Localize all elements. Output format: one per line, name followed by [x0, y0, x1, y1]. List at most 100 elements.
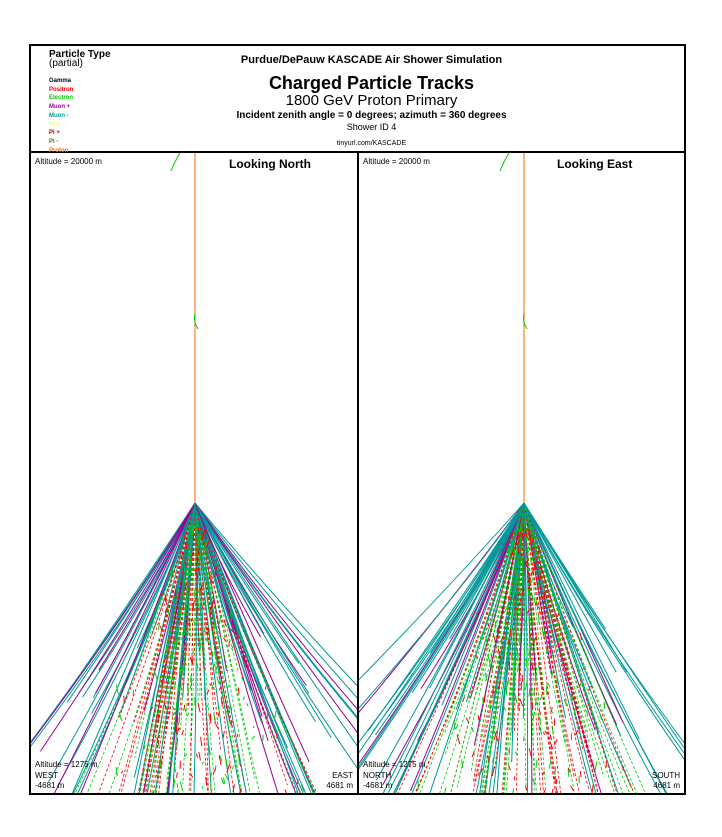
secondary-fragment — [273, 710, 277, 721]
secondary-fragment — [465, 717, 469, 723]
secondary-fragment — [223, 692, 226, 697]
secondary-fragment — [550, 743, 554, 750]
secondary-fragment — [497, 659, 501, 668]
secondary-fragment — [231, 644, 235, 650]
secondary-fragment — [181, 560, 186, 566]
secondary-fragment — [246, 703, 249, 707]
positrontrack — [501, 502, 525, 793]
secondary-fragment — [193, 586, 197, 595]
positrontrack — [523, 502, 558, 793]
secondary-fragment — [190, 551, 194, 558]
secondary-fragment — [554, 739, 558, 746]
secondary-fragment — [208, 714, 212, 720]
secondary-fragment — [215, 723, 220, 730]
secondary-fragment — [527, 570, 531, 581]
positrontrack — [523, 502, 544, 793]
muon-track — [411, 502, 525, 693]
secondary-fragment — [178, 715, 181, 723]
secondary-fragment — [175, 724, 178, 734]
secondary-fragment — [545, 683, 548, 692]
secondary-fragment — [456, 734, 461, 745]
left-direction-label: NORTH — [363, 771, 392, 780]
secondary-fragment — [495, 735, 499, 742]
positrontrack — [169, 502, 196, 752]
secondary-fragment — [186, 624, 189, 628]
secondary-fragment — [556, 678, 559, 686]
secondary-fragment — [480, 768, 484, 773]
secondary-fragment — [208, 745, 211, 755]
secondary-fragment — [521, 545, 524, 549]
secondary-fragment — [178, 684, 182, 692]
muon-track — [194, 502, 357, 710]
secondary-fragment — [551, 660, 554, 664]
secondary-fragment — [223, 777, 226, 784]
positrontrack — [194, 502, 229, 642]
secondary-fragment — [558, 603, 561, 611]
secondary-fragment — [500, 606, 505, 613]
secondary-fragment — [582, 665, 586, 671]
secondary-fragment — [525, 658, 528, 668]
secondary-fragment — [182, 662, 186, 670]
secondary-fragment — [184, 708, 187, 712]
secondary-fragment — [513, 594, 517, 600]
secondary-fragment — [530, 570, 533, 577]
secondary-fragment — [516, 567, 519, 571]
muon-track — [382, 502, 525, 786]
positrontrack — [523, 502, 575, 778]
muon-track — [194, 502, 357, 733]
secondary-fragment — [528, 650, 531, 661]
secondary-fragment — [207, 586, 211, 591]
secondary-fragment — [224, 773, 229, 780]
secondary-fragment — [508, 645, 512, 650]
legend-title-text: Particle Type — [49, 49, 111, 60]
secondary-fragment — [225, 758, 228, 768]
secondary-fragment — [543, 592, 546, 602]
secondary-fragment — [189, 673, 192, 683]
secondary-fragment — [226, 763, 231, 773]
secondary-fragment — [202, 528, 206, 536]
secondary-fragment — [509, 587, 513, 593]
secondary-fragment — [198, 666, 201, 672]
secondary-fragment — [172, 595, 176, 602]
secondary-fragment — [181, 729, 185, 736]
secondary-fragment — [115, 767, 118, 777]
secondary-fragment — [537, 605, 540, 609]
secondary-fragment — [551, 654, 555, 658]
secondary-fragment — [173, 659, 177, 663]
legend-item: Pi 0 — [49, 121, 60, 128]
positrontrack — [117, 502, 196, 720]
secondary-fragment — [508, 660, 511, 671]
secondary-fragment — [489, 699, 491, 710]
secondary-fragment — [524, 560, 527, 567]
secondary-fragment — [531, 617, 535, 627]
secondary-fragment — [171, 652, 173, 660]
secondary-fragment — [521, 605, 526, 613]
secondary-fragment — [147, 765, 150, 769]
secondary-fragment — [200, 535, 205, 539]
header: Particle Type (partial) Gamma Positron Ele… — [31, 46, 684, 154]
secondary-fragment — [195, 753, 199, 758]
secondary-fragment — [528, 531, 532, 539]
muon-track — [523, 502, 640, 740]
secondary-fragment — [149, 706, 154, 711]
secondary-fragment — [543, 630, 546, 639]
secondary-fragment — [546, 605, 550, 609]
muon-track — [523, 502, 537, 678]
secondary-fragment — [492, 686, 494, 696]
secondary-fragment — [211, 651, 214, 657]
secondary-fragment — [579, 770, 582, 778]
secondary-fragment — [517, 591, 521, 596]
shower-id: Shower ID 4 — [346, 122, 397, 132]
secondary-fragment — [189, 553, 193, 564]
secondary-fragment — [203, 625, 207, 633]
positrontrack — [523, 502, 541, 793]
electrontrack — [523, 502, 646, 793]
legend-subtitle: (partial) — [49, 58, 83, 69]
secondary-fragment — [516, 525, 521, 535]
secondary-fragment — [508, 765, 512, 771]
secondary-fragment — [546, 691, 549, 696]
secondary-fragment — [537, 584, 540, 588]
secondary-fragment — [217, 706, 220, 712]
secondary-fragment — [171, 711, 176, 717]
secondary-fragment — [218, 755, 222, 766]
